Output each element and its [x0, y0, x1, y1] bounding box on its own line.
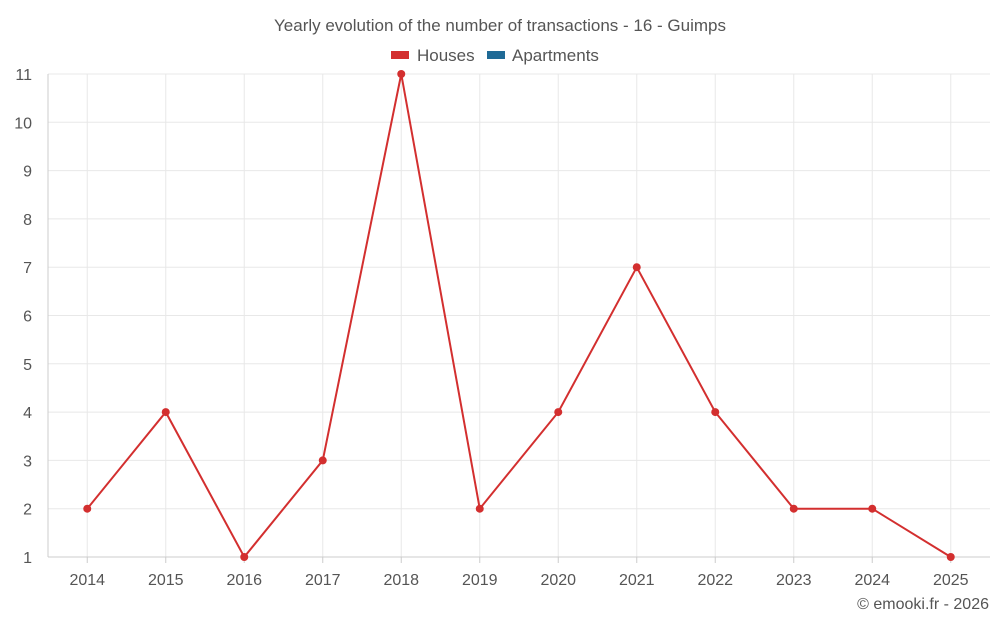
legend: Houses Apartments	[391, 46, 599, 65]
data-point-houses[interactable]	[397, 70, 406, 78]
y-tick-label: 5	[23, 357, 32, 374]
y-tick-label: 7	[23, 260, 32, 277]
y-axis-ticks: 1 2 3 4 5 6 7 8 9 10 11	[14, 67, 32, 567]
x-tick-label: 2025	[933, 572, 969, 589]
data-point-houses[interactable]	[868, 504, 877, 513]
grid	[48, 73, 990, 557]
x-tick-label: 2023	[776, 572, 812, 589]
legend-swatch-houses	[391, 51, 409, 59]
x-axis-ticks: 2014 2015 2016 2017 2018 2019 2020 2021 2022 2023…	[69, 572, 968, 589]
series-line-houses	[86, 73, 952, 559]
legend-item-apartments[interactable]: Apartments	[487, 46, 599, 65]
y-tick-label: 6	[23, 309, 32, 326]
x-tick-label: 2016	[226, 572, 262, 589]
y-tick-label: 11	[15, 67, 32, 84]
data-point-houses[interactable]	[946, 553, 955, 561]
data-point-houses[interactable]	[318, 456, 327, 465]
legend-label-apartments: Apartments	[512, 46, 599, 65]
data-point-houses[interactable]	[83, 504, 92, 513]
legend-swatch-apartments	[487, 51, 505, 59]
data-point-houses[interactable]	[711, 408, 720, 417]
y-tick-label: 9	[23, 164, 32, 181]
x-tick-label: 2018	[383, 572, 419, 589]
credit-text: © emooki.fr - 2026	[857, 596, 989, 613]
chart-title: Yearly evolution of the number of transa…	[274, 16, 726, 35]
data-point-houses[interactable]	[632, 263, 641, 272]
x-tick-label: 2015	[148, 572, 184, 589]
axes	[47, 74, 990, 563]
legend-label-houses: Houses	[417, 46, 475, 65]
x-tick-label: 2017	[305, 572, 341, 589]
x-tick-label: 2019	[462, 572, 498, 589]
y-tick-label: 1	[23, 550, 32, 567]
plot-area	[83, 70, 955, 561]
data-point-houses[interactable]	[240, 553, 249, 561]
y-tick-label: 10	[14, 115, 32, 132]
data-point-houses[interactable]	[161, 408, 170, 417]
x-tick-label: 2022	[697, 572, 733, 589]
x-tick-label: 2024	[854, 572, 890, 589]
x-tick-label: 2014	[69, 572, 105, 589]
data-point-houses[interactable]	[554, 408, 563, 417]
x-tick-label: 2020	[540, 572, 576, 589]
x-tick-label: 2021	[619, 572, 655, 589]
data-point-houses[interactable]	[789, 504, 798, 513]
y-tick-label: 4	[23, 405, 32, 422]
y-tick-label: 8	[23, 212, 32, 229]
y-tick-label: 2	[23, 502, 32, 519]
legend-item-houses[interactable]: Houses	[391, 46, 475, 65]
data-point-houses[interactable]	[475, 504, 484, 513]
y-tick-label: 3	[23, 453, 32, 470]
